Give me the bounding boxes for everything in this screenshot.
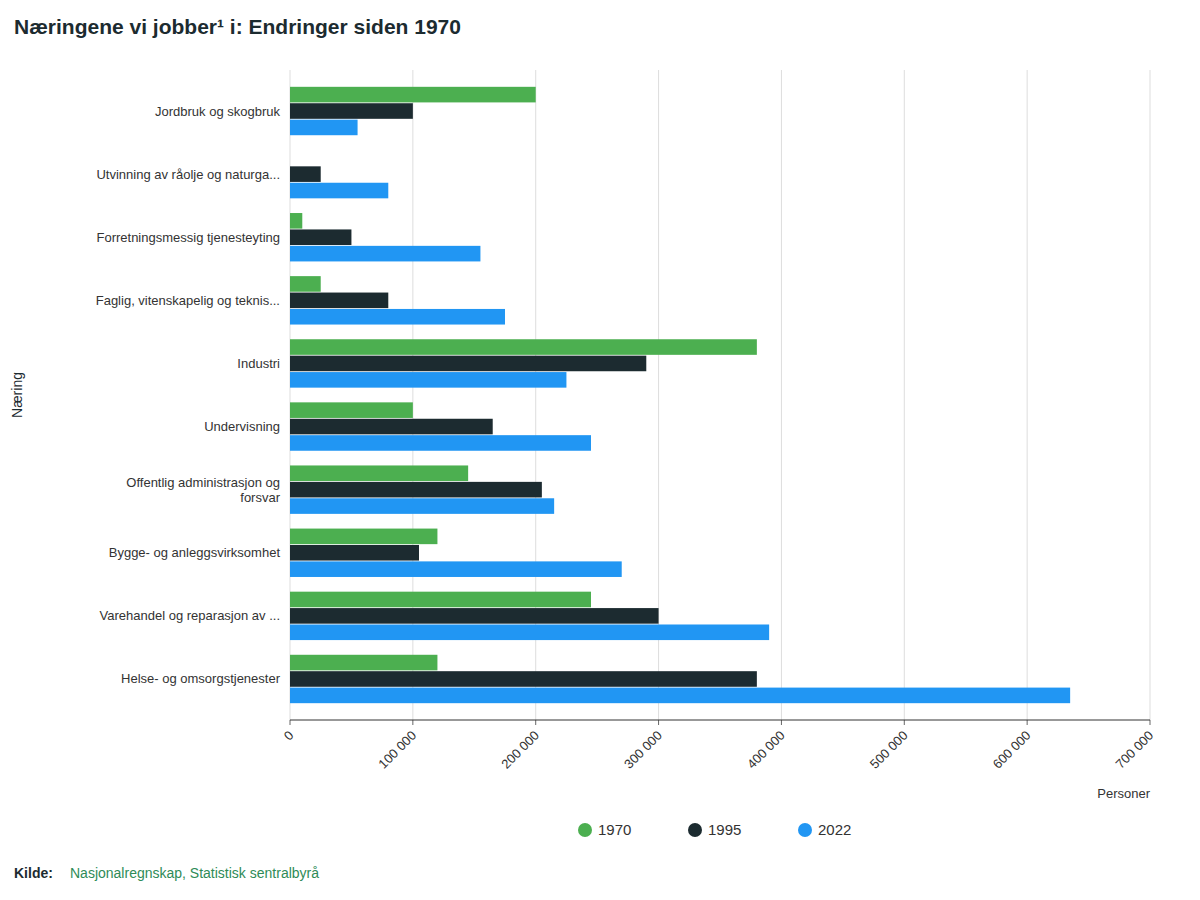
bar — [290, 229, 351, 245]
bar — [290, 688, 1070, 704]
category-label: Undervisning — [204, 419, 280, 434]
tick-label: 100 000 — [375, 728, 419, 772]
legend-label: 1970 — [598, 821, 631, 838]
category-label: Jordbruk og skogbruk — [155, 104, 281, 119]
bar — [290, 166, 321, 182]
legend-marker — [798, 823, 812, 837]
tick-mark — [1027, 720, 1028, 725]
bar — [290, 435, 591, 451]
legend-marker — [688, 823, 702, 837]
tick-mark — [412, 720, 413, 725]
bar — [290, 482, 542, 498]
category-label: Utvinning av råolje og naturga... — [96, 167, 280, 182]
bar — [290, 465, 468, 481]
bar — [290, 592, 591, 608]
tick-mark — [904, 720, 905, 725]
category-label: Offentlig administrasjon ogforsvar — [126, 475, 280, 505]
category-label: Faglig, vitenskapelig og teknis... — [96, 293, 280, 308]
tick-label: 400 000 — [744, 728, 788, 772]
axis-line — [290, 720, 1150, 721]
grid-line — [904, 70, 905, 720]
grid-line — [1150, 70, 1151, 720]
tick-mark — [290, 720, 291, 725]
tick-label: 300 000 — [621, 728, 665, 772]
legend-label: 1995 — [708, 821, 741, 838]
source-text: Nasjonalregnskap, Statistisk sentralbyrå — [70, 865, 319, 881]
bar — [290, 655, 437, 671]
bar — [290, 87, 536, 103]
category-label-line: Forretningsmessig tjenesteyting — [96, 230, 280, 245]
legend-label: 2022 — [818, 821, 851, 838]
bar — [290, 213, 302, 229]
category-label-line: Faglig, vitenskapelig og teknis... — [96, 293, 280, 308]
tick-label: 200 000 — [498, 728, 542, 772]
bar — [290, 419, 493, 435]
bar — [290, 276, 321, 292]
tick-label: 0 — [281, 728, 297, 744]
tick-mark — [535, 720, 536, 725]
category-label-line: Jordbruk og skogbruk — [155, 104, 281, 119]
bar — [290, 183, 388, 199]
bar — [290, 339, 757, 355]
bar — [290, 293, 388, 309]
grid-line — [1027, 70, 1028, 720]
bar — [290, 561, 622, 577]
grid-line — [781, 70, 782, 720]
bar — [290, 545, 419, 561]
x-axis-label: Personer — [1097, 786, 1150, 801]
category-label: Forretningsmessig tjenesteyting — [96, 230, 280, 245]
tick-mark — [781, 720, 782, 725]
legend-marker — [578, 823, 592, 837]
tick-label: 700 000 — [1113, 728, 1157, 772]
bar — [290, 671, 757, 687]
category-label-line: Utvinning av råolje og naturga... — [96, 167, 280, 182]
chart: Næringene vi jobber¹ i: Endringer siden … — [0, 0, 1200, 900]
y-axis-label: Næring — [9, 372, 25, 418]
category-label: Varehandel og reparasjon av ... — [100, 608, 280, 623]
bar — [290, 103, 413, 119]
title: Næringene vi jobber¹ i: Endringer siden … — [14, 15, 461, 38]
category-label-line: Industri — [237, 356, 280, 371]
source-label: Kilde: — [14, 865, 53, 881]
category-label: Industri — [237, 356, 280, 371]
legend: 1970 1995 2022 — [578, 821, 851, 838]
tick-mark — [1150, 720, 1151, 725]
grid — [290, 70, 1150, 720]
bar — [290, 150, 291, 166]
category-label-line: Bygge- og anleggsvirksomhet — [109, 545, 281, 560]
category-label: Bygge- og anleggsvirksomhet — [109, 545, 281, 560]
category-label-line: Offentlig administrasjon og — [126, 475, 280, 490]
bar — [290, 356, 646, 372]
bar — [290, 498, 554, 514]
tick-mark — [658, 720, 659, 725]
bar — [290, 608, 659, 624]
category-label-line: forsvar — [240, 490, 280, 505]
bar — [290, 246, 480, 262]
tick-label: 500 000 — [867, 728, 911, 772]
category-label-line: Helse- og omsorgstjenester — [121, 671, 281, 686]
category-label-line: Undervisning — [204, 419, 280, 434]
bar — [290, 309, 505, 325]
category-label: Helse- og omsorgstjenester — [121, 671, 281, 686]
bar — [290, 402, 413, 418]
bar — [290, 529, 437, 545]
y-axis: Helse- og omsorgstjenester Varehandel og … — [96, 104, 281, 687]
bar — [290, 624, 769, 640]
category-label-line: Varehandel og reparasjon av ... — [100, 608, 280, 623]
x-axis: 0 100 000 200 000 300 000 400 000 500 000 600 … — [281, 720, 1157, 772]
bars — [290, 87, 1070, 703]
bar — [290, 120, 358, 136]
bar — [290, 372, 566, 388]
tick-label: 600 000 — [990, 728, 1034, 772]
